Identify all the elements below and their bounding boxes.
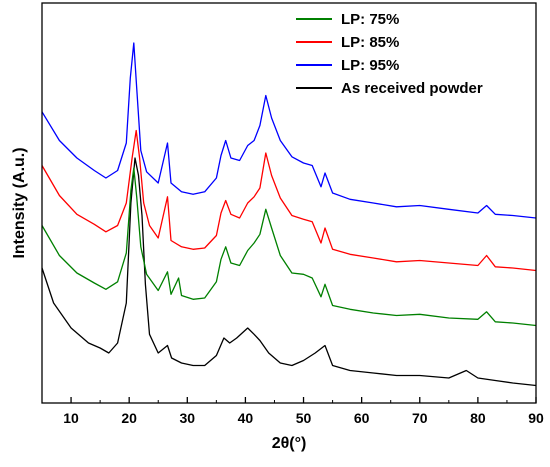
series-line-0 — [41, 167, 537, 327]
x-axis-title: 2θ(°) — [272, 435, 307, 452]
x-tick-label: 30 — [180, 410, 196, 426]
series-line-3 — [41, 157, 537, 387]
x-tick-label: 40 — [238, 410, 254, 426]
y-axis-title: Intensity (A.u.) — [11, 147, 28, 258]
x-tick-label: 70 — [412, 410, 428, 426]
legend-label-3: As received powder — [341, 80, 483, 97]
legend-label-0: LP: 75% — [341, 11, 399, 28]
x-axis-ticks: 10 20 30 40 50 60 70 80 90 — [63, 397, 544, 426]
legend-label-2: LP: 95% — [341, 57, 399, 74]
legend-label-1: LP: 85% — [341, 34, 399, 51]
x-tick-label: 20 — [121, 410, 137, 426]
plot-frame — [41, 2, 537, 404]
series-line-1 — [41, 129, 537, 272]
series-line-2 — [41, 42, 537, 219]
legend: LP: 75% LP: 85% LP: 95% As received powder — [296, 11, 483, 97]
x-tick-label: 80 — [470, 410, 486, 426]
x-tick-label: 50 — [296, 410, 312, 426]
x-tick-label: 90 — [528, 410, 544, 426]
x-tick-label: 10 — [63, 410, 79, 426]
plot-lines — [41, 42, 537, 387]
x-tick-label: 60 — [354, 410, 370, 426]
